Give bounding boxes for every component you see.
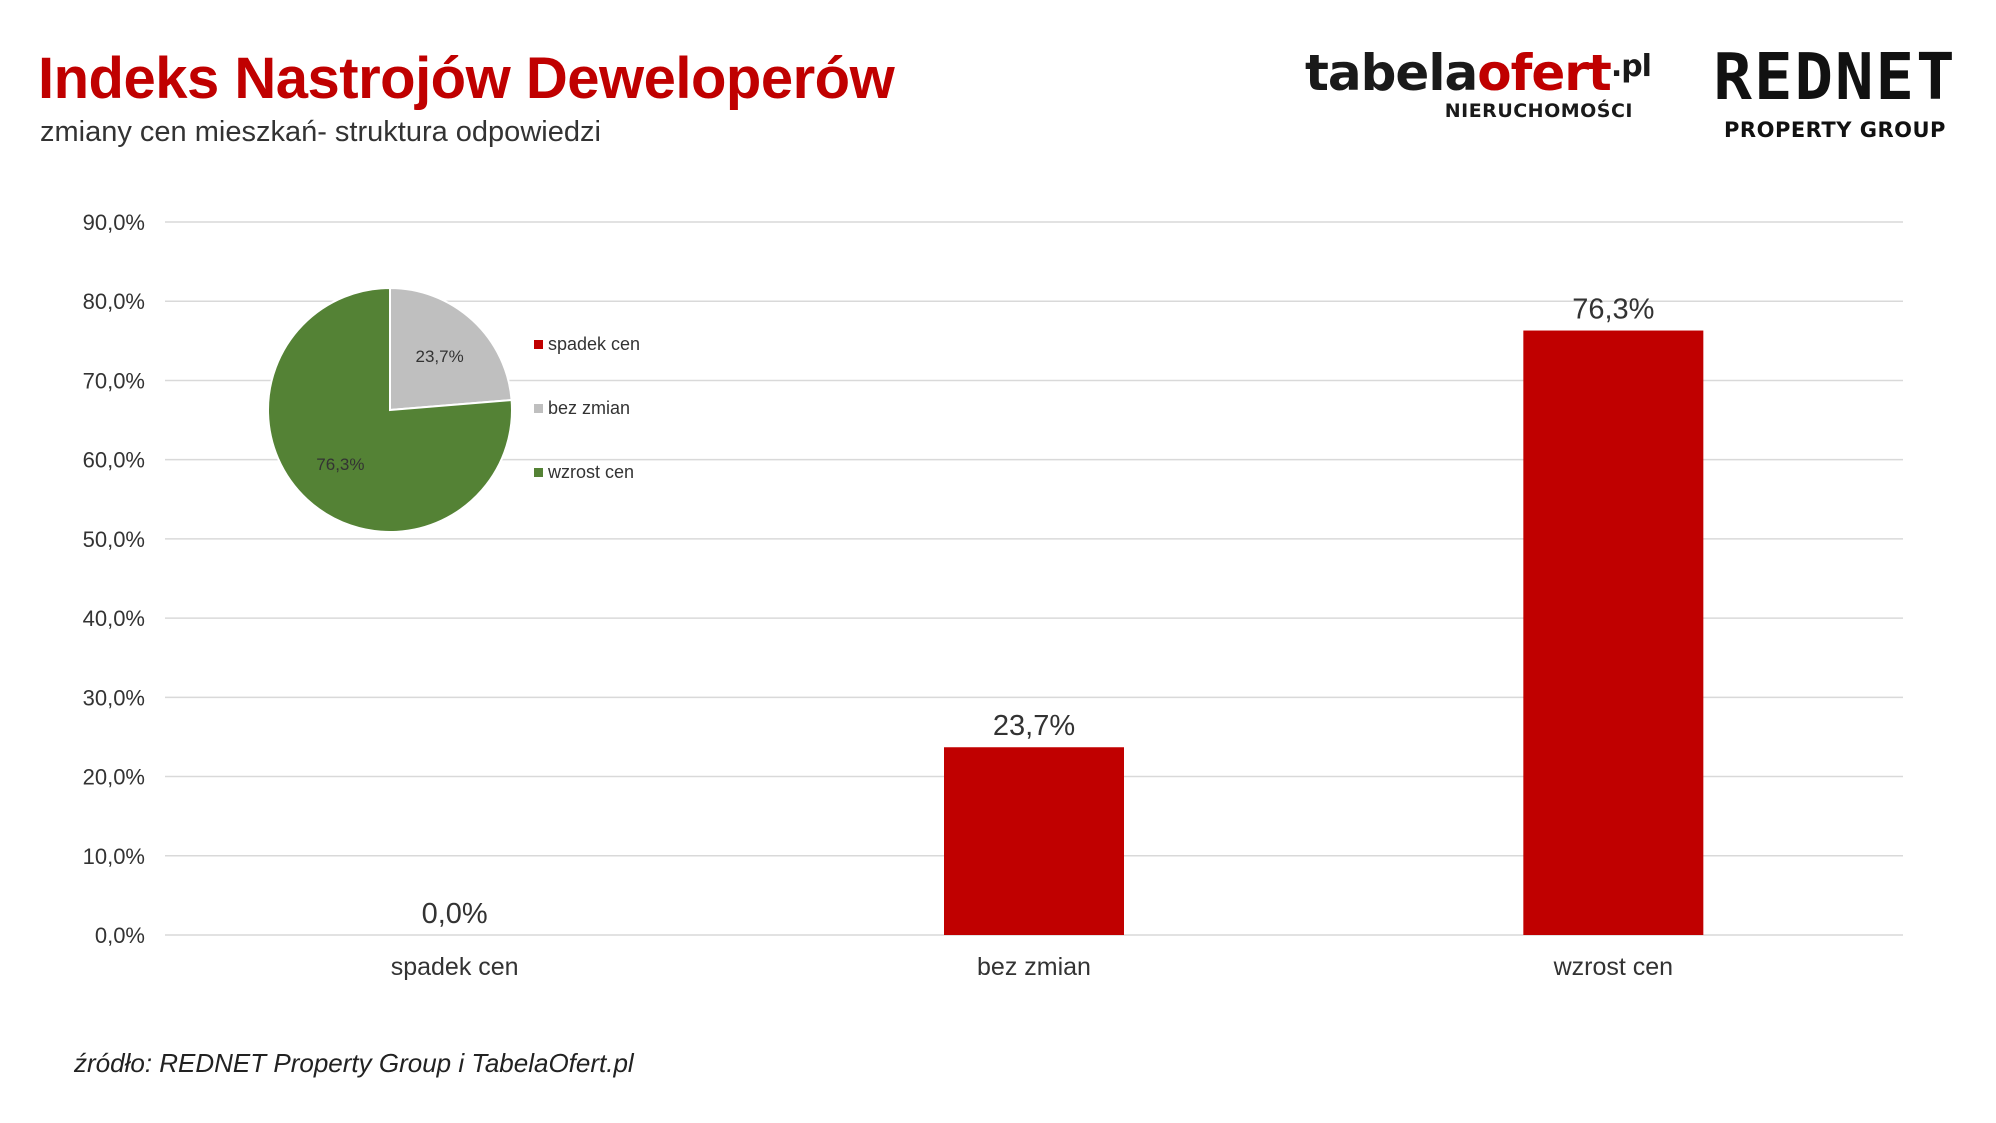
pie-legend-label: bez zmian — [548, 398, 630, 418]
bar-data-label: 23,7% — [993, 710, 1075, 742]
rednet-logo: REDNET PROPERTY GROUP — [1690, 41, 1980, 142]
pie-legend-swatch — [534, 340, 543, 349]
y-tick-label: 70,0% — [83, 368, 145, 393]
pie-data-label: 23,7% — [416, 347, 464, 366]
y-tick-label: 40,0% — [83, 606, 145, 631]
y-tick-label: 10,0% — [83, 844, 145, 869]
rednet-tagline: PROPERTY GROUP — [1724, 118, 1946, 142]
x-tick-label: bez zmian — [977, 953, 1091, 981]
pie-data-label: 76,3% — [316, 455, 364, 474]
source-note: źródło: REDNET Property Group i TabelaOf… — [74, 1048, 634, 1078]
y-tick-label: 20,0% — [83, 765, 145, 790]
y-tick-label: 0,0% — [95, 923, 145, 948]
page-subtitle: zmiany cen mieszkań- struktura odpowiedz… — [40, 116, 601, 148]
y-tick-label: 90,0% — [83, 210, 145, 235]
pie-slice — [389, 286, 513, 412]
pie-legend-label: spadek cen — [548, 334, 640, 354]
pie-legend-label: wzrost cen — [547, 462, 634, 482]
pie-slice — [267, 286, 513, 533]
page-title: Indeks Nastrojów Deweloperów — [38, 46, 895, 111]
bar — [1523, 330, 1704, 936]
y-tick-label: 30,0% — [83, 685, 145, 710]
tabelaofert-logo: tabelaofert.pl NIERUCHOMOŚCI — [1305, 48, 1652, 128]
rednet-wordmark: REDNET — [1713, 41, 1957, 115]
tabelaofert-tagline: NIERUCHOMOŚCI — [1444, 100, 1633, 122]
bar-data-label: 0,0% — [422, 898, 488, 930]
bar-data-label: 76,3% — [1572, 294, 1654, 326]
bar — [944, 747, 1124, 935]
pie-legend-swatch — [534, 468, 543, 477]
y-tick-label: 60,0% — [83, 448, 145, 473]
y-tick-label: 80,0% — [83, 289, 145, 314]
y-tick-label: 50,0% — [83, 527, 145, 552]
tabelaofert-wordmark: tabelaofert.pl — [1305, 44, 1652, 102]
pie-legend-swatch — [534, 404, 543, 413]
x-tick-label: wzrost cen — [1553, 953, 1673, 981]
x-tick-label: spadek cen — [391, 953, 519, 981]
